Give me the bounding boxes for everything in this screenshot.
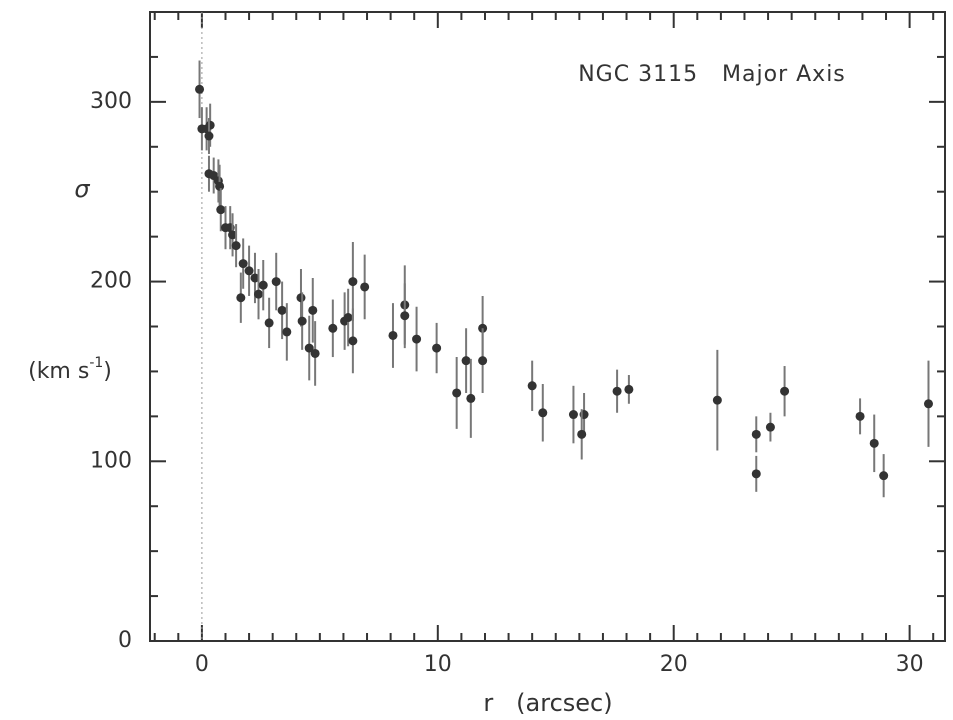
data-point: [612, 386, 622, 396]
data-point: [348, 336, 358, 346]
y-tick-label: 0: [118, 628, 132, 653]
unit-text: (km s: [28, 359, 89, 384]
data-point: [264, 318, 274, 328]
data-point: [712, 395, 722, 405]
data-point: [568, 410, 578, 420]
unit-exponent: -1: [89, 355, 103, 371]
data-point: [328, 323, 338, 333]
data-point: [205, 120, 215, 130]
data-point: [297, 316, 307, 326]
data-point: [780, 386, 790, 396]
data-point: [308, 305, 318, 315]
y-tick-label: 300: [90, 89, 132, 114]
data-point: [360, 282, 370, 292]
data-point: [277, 305, 287, 315]
data-point: [765, 422, 775, 432]
data-point: [258, 280, 268, 290]
data-point: [296, 293, 306, 303]
data-point: [195, 84, 205, 94]
x-tick-label: 0: [195, 652, 209, 677]
unit-close: ): [103, 359, 112, 384]
data-point: [388, 330, 398, 340]
data-point: [478, 356, 488, 366]
data-point: [466, 393, 476, 403]
x-tick-label: 20: [660, 652, 688, 677]
data-point: [236, 293, 246, 303]
data-point: [855, 411, 865, 421]
data-point: [250, 273, 260, 283]
data-point: [310, 348, 320, 358]
x-tick-label: 30: [896, 652, 924, 677]
data-point: [282, 327, 292, 337]
data-point: [869, 438, 879, 448]
data-point: [254, 289, 264, 299]
data-point: [348, 277, 358, 287]
data-point: [343, 313, 353, 323]
data-point: [577, 429, 587, 439]
data-point: [244, 266, 254, 276]
data-point: [271, 277, 281, 287]
data-point: [538, 408, 548, 418]
data-point: [527, 381, 537, 391]
data-point: [432, 343, 442, 353]
data-point: [216, 205, 226, 215]
data-point: [751, 469, 761, 479]
data-point: [304, 343, 314, 353]
data-point: [879, 471, 889, 481]
y-axis-unit: (km s-1): [28, 355, 112, 384]
data-point: [923, 399, 933, 409]
data-point: [231, 241, 241, 251]
y-tick-label: 100: [90, 448, 132, 473]
data-point: [400, 311, 410, 321]
data-point: [461, 356, 471, 366]
data-point: [215, 181, 225, 191]
data-point: [751, 429, 761, 439]
data-point: [452, 388, 462, 398]
x-axis-label: r (arcsec): [483, 689, 612, 717]
data-point: [412, 334, 422, 344]
y-axis-symbol: σ: [74, 175, 90, 203]
y-tick-label: 200: [90, 269, 132, 294]
x-tick-label: 10: [424, 652, 452, 677]
data-point: [238, 259, 248, 269]
data-point: [204, 131, 214, 141]
data-point: [228, 230, 238, 240]
annotation: NGC 3115 Major Axis: [578, 62, 846, 87]
data-point: [624, 384, 634, 394]
